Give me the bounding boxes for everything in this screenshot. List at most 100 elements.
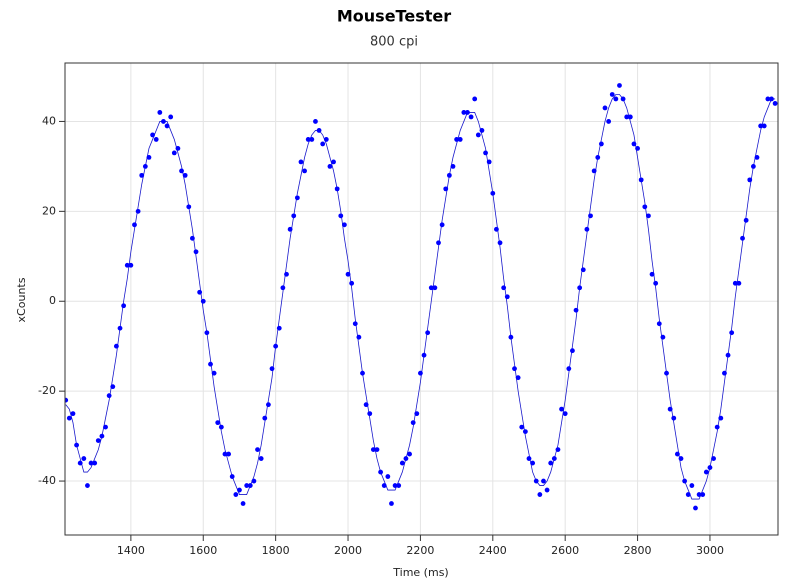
- data-point: [761, 123, 767, 129]
- data-point: [707, 465, 713, 470]
- data-point: [606, 119, 612, 124]
- data-point: [548, 460, 554, 466]
- data-point: [501, 285, 507, 291]
- data-point: [258, 456, 264, 461]
- data-point: [175, 146, 181, 151]
- data-point: [682, 478, 688, 484]
- data-point: [247, 483, 253, 488]
- data-point: [617, 83, 622, 88]
- data-point: [635, 146, 640, 151]
- data-point: [349, 280, 355, 286]
- data-point: [309, 137, 315, 142]
- data-point: [85, 483, 90, 488]
- data-point: [396, 483, 402, 488]
- data-point: [689, 483, 695, 488]
- y-tick-label: -40: [38, 474, 56, 487]
- data-point: [479, 128, 485, 133]
- data-point: [106, 393, 112, 399]
- x-tick-label: 1600: [189, 544, 217, 557]
- x-tick-label: 3000: [696, 544, 724, 557]
- data-point: [613, 96, 619, 102]
- data-point: [541, 478, 546, 484]
- data-point: [551, 456, 557, 461]
- data-point: [559, 406, 564, 412]
- data-point: [638, 177, 644, 183]
- data-point: [718, 415, 724, 421]
- data-point: [410, 420, 416, 426]
- x-axis-label: Time (ms): [392, 566, 448, 579]
- data-point: [555, 447, 561, 452]
- data-point: [772, 101, 778, 106]
- data-point: [171, 150, 177, 156]
- data-point: [584, 226, 590, 232]
- data-point: [591, 168, 597, 174]
- data-point: [700, 492, 706, 497]
- data-point: [99, 433, 105, 439]
- data-point: [421, 352, 427, 358]
- data-point: [703, 469, 709, 475]
- data-point: [92, 460, 98, 466]
- data-point: [153, 137, 159, 142]
- data-point: [490, 190, 496, 196]
- data-point: [443, 186, 449, 192]
- data-point: [251, 478, 257, 484]
- data-point: [189, 235, 195, 241]
- data-point: [750, 163, 756, 169]
- data-point: [81, 456, 87, 461]
- x-tick-label: 2800: [624, 544, 652, 557]
- data-point: [399, 460, 405, 466]
- data-point: [624, 114, 630, 120]
- data-point: [287, 226, 293, 232]
- data-point: [533, 478, 539, 484]
- data-point: [66, 415, 72, 421]
- data-point: [233, 492, 239, 497]
- data-point: [291, 213, 297, 219]
- data-point: [313, 119, 318, 124]
- data-point: [432, 285, 438, 291]
- data-point: [450, 163, 456, 169]
- data-point: [88, 460, 94, 466]
- data-point: [146, 155, 152, 160]
- data-point: [530, 460, 536, 466]
- data-point: [696, 492, 702, 497]
- data-point: [193, 249, 199, 255]
- data-point: [385, 474, 391, 479]
- data-point: [142, 163, 148, 169]
- data-point: [725, 352, 731, 358]
- data-point: [197, 289, 203, 295]
- data-point: [722, 370, 727, 376]
- data-point: [602, 105, 608, 111]
- data-point: [512, 366, 517, 372]
- data-point: [124, 262, 130, 268]
- data-point: [161, 119, 166, 124]
- y-tick-label: 20: [42, 204, 56, 217]
- data-point: [407, 451, 412, 457]
- data-point: [414, 411, 420, 417]
- data-point: [740, 235, 745, 241]
- data-point: [211, 370, 217, 376]
- x-tick-label: 1800: [262, 544, 290, 557]
- data-point: [544, 487, 550, 493]
- data-point: [693, 505, 698, 511]
- data-point: [179, 168, 184, 174]
- data-point: [269, 366, 275, 372]
- data-point: [660, 334, 666, 340]
- data-point: [276, 325, 282, 331]
- data-point: [508, 334, 514, 340]
- data-point: [743, 217, 749, 223]
- y-tick-label: 0: [49, 294, 56, 307]
- data-point: [425, 330, 431, 336]
- data-point: [327, 163, 333, 169]
- data-point: [671, 415, 677, 421]
- data-point: [121, 303, 127, 309]
- data-point: [428, 285, 434, 291]
- data-point: [204, 330, 210, 336]
- data-point: [74, 442, 79, 448]
- data-point: [446, 172, 452, 178]
- data-point: [522, 429, 528, 435]
- data-point: [244, 483, 250, 488]
- data-point: [266, 402, 271, 408]
- data-point: [222, 451, 228, 457]
